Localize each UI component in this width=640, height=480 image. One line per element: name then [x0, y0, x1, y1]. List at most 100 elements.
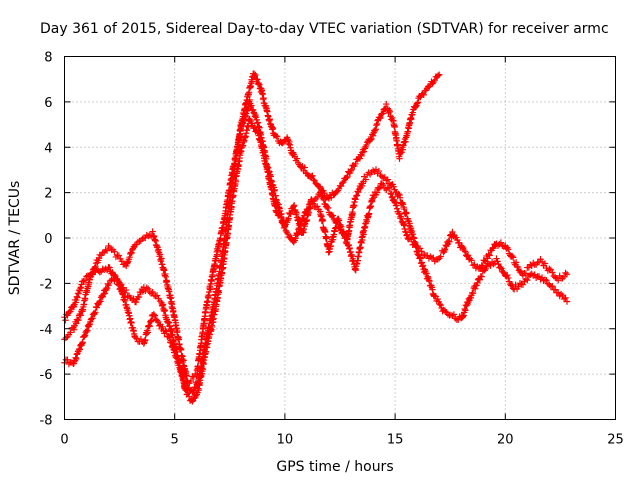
data-point	[226, 187, 233, 194]
data-point	[329, 212, 337, 219]
data-point	[149, 288, 156, 296]
data-point	[337, 182, 345, 190]
data-point	[360, 148, 368, 155]
data-point	[314, 203, 321, 210]
data-point	[347, 167, 354, 175]
data-point	[145, 285, 152, 293]
data-point	[516, 279, 524, 287]
data-point	[481, 267, 488, 274]
data-point	[67, 329, 74, 336]
data-point	[416, 245, 424, 252]
data-point	[369, 132, 377, 139]
data-point	[194, 362, 202, 370]
data-point	[96, 268, 103, 276]
data-point	[169, 331, 176, 338]
data-point	[469, 262, 477, 269]
data-point	[367, 136, 374, 143]
data-point	[344, 235, 351, 243]
data-point	[379, 110, 387, 117]
data-point	[174, 327, 181, 335]
data-point	[340, 178, 347, 186]
data-point	[254, 80, 262, 88]
data-point	[411, 238, 418, 245]
data-point	[497, 239, 505, 246]
data-point	[310, 176, 317, 184]
data-point	[384, 176, 391, 183]
data-point	[73, 320, 80, 327]
data-point	[282, 227, 290, 234]
data-point	[77, 312, 84, 319]
data-point	[128, 249, 135, 257]
data-point	[434, 256, 441, 263]
data-point	[467, 294, 474, 302]
data-point	[440, 249, 447, 256]
data-point	[485, 251, 492, 258]
data-point	[355, 185, 363, 193]
data-point	[111, 248, 118, 255]
y-tick-label: -6	[40, 368, 53, 383]
data-point	[93, 304, 101, 311]
data-point	[156, 251, 164, 258]
data-point	[305, 205, 312, 213]
data-point	[280, 218, 287, 226]
data-point	[552, 286, 559, 293]
x-tick-label: 10	[277, 433, 294, 448]
data-point	[562, 294, 569, 302]
data-point	[309, 172, 316, 179]
data-point	[522, 276, 530, 283]
data-point	[105, 282, 112, 289]
data-point	[279, 139, 286, 147]
data-point	[300, 215, 307, 223]
data-point	[102, 286, 109, 293]
data-point	[549, 282, 556, 290]
data-point	[494, 258, 501, 265]
data-point	[184, 389, 192, 397]
data-point	[62, 317, 69, 324]
data-point	[271, 186, 278, 194]
data-point	[67, 308, 74, 315]
data-point	[373, 189, 381, 196]
data-point	[358, 239, 365, 247]
y-axis-label: SDTVAR / TECUs	[7, 181, 23, 296]
data-point	[349, 210, 356, 217]
data-point	[245, 123, 252, 130]
data-point	[363, 218, 371, 225]
data-point	[362, 176, 369, 183]
data-point	[187, 377, 195, 385]
data-point	[325, 204, 332, 212]
data-point	[423, 270, 430, 277]
data-point	[343, 174, 350, 181]
data-point	[70, 326, 78, 333]
data-point	[478, 273, 485, 280]
x-tick-label: 15	[387, 433, 404, 448]
data-point	[293, 155, 301, 162]
data-point	[150, 311, 157, 318]
data-point	[434, 72, 442, 79]
data-point	[452, 315, 459, 322]
data-point	[522, 270, 530, 277]
data-point	[505, 274, 512, 282]
data-point	[449, 228, 456, 236]
data-point	[386, 108, 394, 116]
data-point	[100, 290, 107, 298]
data-point	[493, 255, 500, 262]
data-point	[320, 196, 328, 204]
data-point	[552, 274, 559, 281]
data-point	[365, 210, 373, 217]
data-point	[441, 307, 449, 315]
data-point	[469, 290, 477, 297]
data-point	[403, 210, 410, 217]
data-point	[165, 332, 172, 340]
x-tick-label: 5	[171, 433, 179, 448]
data-point	[377, 114, 384, 122]
data-point	[304, 206, 311, 214]
data-point	[358, 152, 365, 160]
data-point	[563, 298, 571, 305]
x-axis-label: GPS time / hours	[276, 459, 393, 475]
data-point	[118, 258, 126, 265]
data-point	[486, 252, 493, 259]
data-point	[300, 212, 308, 219]
data-point	[263, 155, 270, 163]
y-tick-label: 2	[44, 187, 52, 202]
data-point	[66, 308, 73, 316]
